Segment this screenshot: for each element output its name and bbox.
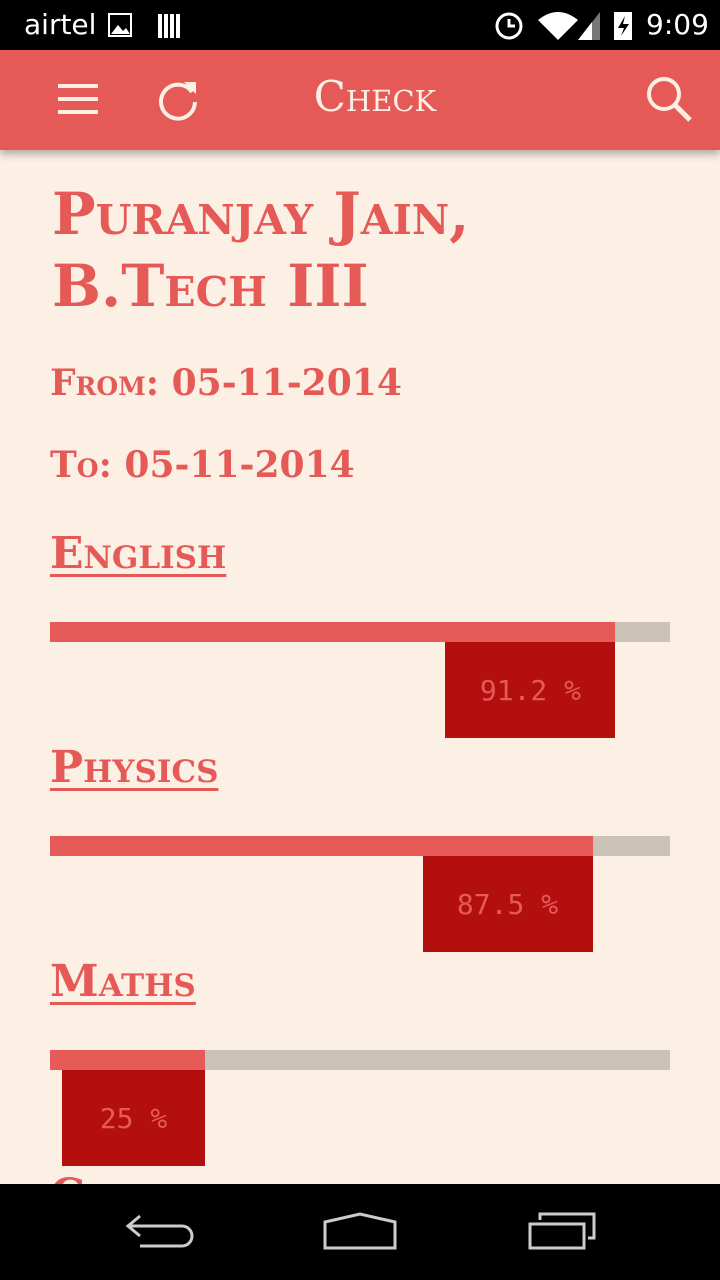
- clock: 9:09: [646, 8, 709, 41]
- student-name: Puranjay Jain, B.Tech III: [52, 180, 470, 320]
- progress-fill: [50, 622, 616, 642]
- subject-heading[interactable]: English: [50, 528, 227, 579]
- to-date: To: 05-11-2014: [50, 444, 355, 486]
- carrier: airtel: [24, 8, 97, 41]
- progress-track: 91.2 %: [50, 622, 670, 738]
- value-box: 91.2 %: [445, 642, 616, 738]
- recents-button[interactable]: [524, 1210, 604, 1254]
- progress-fill: [50, 836, 593, 856]
- progress-track: 25 %: [50, 1050, 670, 1166]
- subject-heading[interactable]: Maths: [50, 956, 196, 1007]
- progress-track: 87.5 %: [50, 836, 670, 952]
- navigation-bar: [0, 1184, 720, 1280]
- search-button[interactable]: [644, 74, 696, 126]
- app-title: Check: [313, 72, 437, 121]
- app-bar: Check: [0, 50, 720, 150]
- menu-button[interactable]: [58, 82, 100, 118]
- status-icons: [108, 13, 180, 38]
- value-box: 87.5 %: [422, 856, 593, 952]
- from-date: From: 05-11-2014: [50, 362, 402, 404]
- progress-fill: [50, 1050, 205, 1070]
- home-button[interactable]: [320, 1212, 400, 1252]
- refresh-button[interactable]: [154, 76, 202, 124]
- back-button[interactable]: [120, 1210, 200, 1254]
- value-box: 25 %: [62, 1070, 205, 1166]
- subject-heading[interactable]: Physics: [50, 742, 219, 793]
- status-bar: airtel 9:09: [0, 0, 720, 50]
- system-icons: [495, 12, 632, 40]
